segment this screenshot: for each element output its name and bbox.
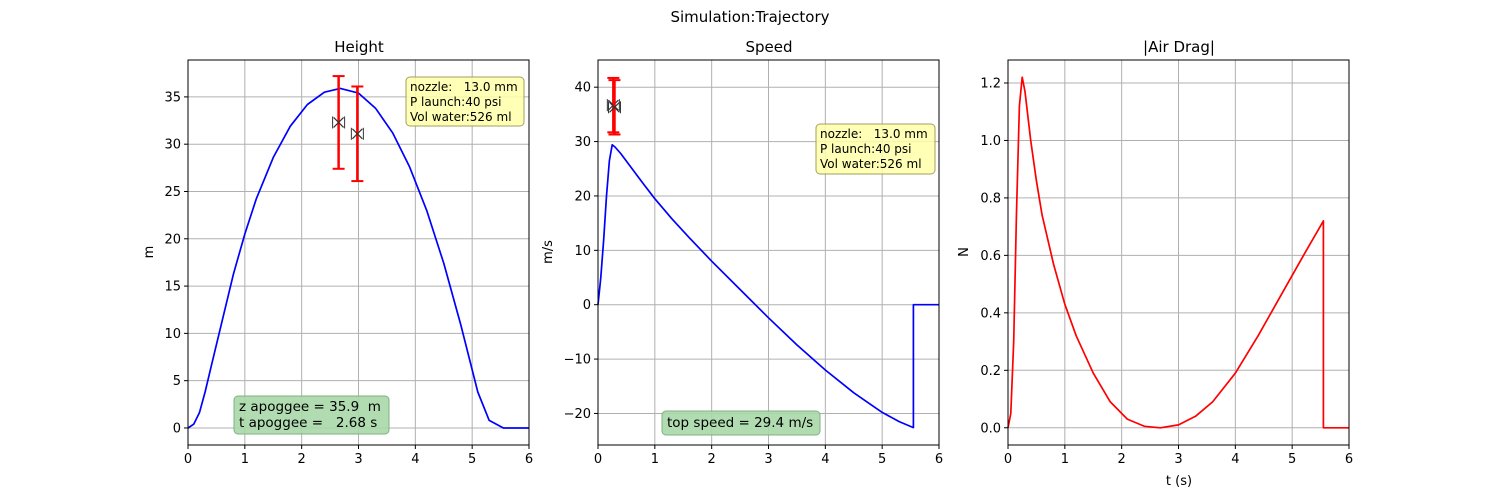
tick-labels: 0 1 2 3 4 5 6 0 5 10 15 20 25 30 35 [164,90,533,467]
x-tick-label: 2 [708,452,716,467]
x-tick-label: 4 [1231,452,1239,467]
x-tick-label: 4 [821,452,829,467]
y-tick-label: 1.0 [980,134,1001,149]
x-tick-label: 5 [1288,452,1296,467]
y-tick-label: 10 [164,327,181,342]
y-tick-label: 40 [574,81,591,96]
panel-speed: Speed 0 1 2 3 4 5 6 −20 −10 0 10 20 30 40 m/s nozzle:… [541,38,943,467]
panel-title: Speed [745,38,792,56]
y-tick-label: 30 [574,135,591,150]
summary-box: top speed = 29.4 m/s [661,410,821,436]
y-tick-label: 0.0 [980,421,1001,436]
y-tick-label: 5 [173,374,181,389]
error-point [332,75,346,170]
summary-line: z apoggee = 35.9 m [239,399,381,415]
error-bars [332,75,364,183]
summary-box: z apoggee = 35.9 m t apoggee = 2.68 s [233,395,390,435]
y-tick-label: 35 [164,90,181,105]
panel-height: Height 0 1 2 3 4 5 6 0 5 10 15 20 25 30 35 m nozzle: 1… [142,38,533,467]
x-tick-label: 1 [651,452,659,467]
error-point [607,79,621,136]
x-tick-label: 2 [1118,452,1126,467]
x-tick-label: 5 [878,452,886,467]
x-tick-label: 0 [184,452,192,467]
axes-frame [1007,59,1350,446]
x-tick-label: 3 [1174,452,1182,467]
x-axis-label: t (s) [1166,474,1192,489]
info-line: nozzle: 13.0 mm [410,80,518,94]
info-line: Vol water:526 ml [410,110,512,124]
y-tick-label: 30 [164,138,181,153]
x-tick-label: 1 [241,452,249,467]
series-line [597,143,939,429]
y-tick-label: 0.2 [980,364,1001,379]
series-layer [187,87,529,429]
tick-labels: 0 1 2 3 4 5 6 0.0 0.2 0.4 0.6 0.8 1.0 1.2 [980,76,1353,467]
x-tick-label: 1 [1061,452,1069,467]
y-axis-label: m [142,246,157,259]
y-tick-label: 25 [164,185,181,200]
summary-line: top speed = 29.4 m/s [667,415,813,431]
grid [1007,60,1350,445]
tick-labels: 0 1 2 3 4 5 6 −20 −10 0 10 20 30 40 [564,81,944,467]
y-axis-label: N [957,247,972,257]
y-tick-label: 1.2 [980,76,1001,91]
info-line: Vol water:526 ml [820,157,922,171]
series-layer [597,143,939,429]
info-line: nozzle: 13.0 mm [820,127,928,141]
x-tick-label: 0 [1004,452,1012,467]
info-box: nozzle: 13.0 mm P launch:40 psi Vol wate… [405,76,525,127]
y-tick-label: 0.4 [980,306,1001,321]
y-tick-label: −10 [564,353,591,368]
x-tick-label: 6 [935,452,943,467]
y-tick-label: 15 [164,280,181,295]
x-tick-label: 0 [594,452,602,467]
x-tick-label: 3 [354,452,362,467]
axes-frame [187,59,530,446]
y-tick-label: 20 [574,189,591,204]
figure-title: Simulation:Trajectory [670,8,829,26]
info-box: nozzle: 13.0 mm P launch:40 psi Vol wate… [815,123,936,175]
summary-line: t apoggee = 2.68 s [239,415,377,431]
panel-title: Height [334,38,384,56]
x-tick-label: 5 [468,452,476,467]
series-line [1007,76,1349,429]
grid [597,60,940,445]
x-tick-label: 3 [764,452,772,467]
y-tick-label: −20 [564,407,591,422]
series-line [187,87,529,429]
x-tick-label: 2 [298,452,306,467]
x-tick-label: 6 [1345,452,1353,467]
panel-title: |Air Drag| [1143,38,1215,56]
info-line: P launch:40 psi [410,95,501,109]
axes-frame [597,59,940,446]
y-axis-label: m/s [541,240,556,264]
y-tick-label: 0.8 [980,191,1001,206]
x-tick-label: 6 [525,452,533,467]
error-point [350,85,364,183]
error-bars [606,76,621,136]
x-tick-label: 4 [411,452,419,467]
y-tick-label: 10 [574,244,591,259]
y-tick-label: 0 [583,298,591,313]
info-line: P launch:40 psi [820,142,911,156]
panel-air-drag: |Air Drag| 0 1 2 3 4 5 60.00.20.40.60.81.01.2 … [957,38,1353,489]
y-tick-label: 0 [173,421,181,436]
series-layer [1007,76,1349,429]
y-tick-label: 0.6 [980,249,1001,264]
y-tick-label: 20 [164,232,181,247]
